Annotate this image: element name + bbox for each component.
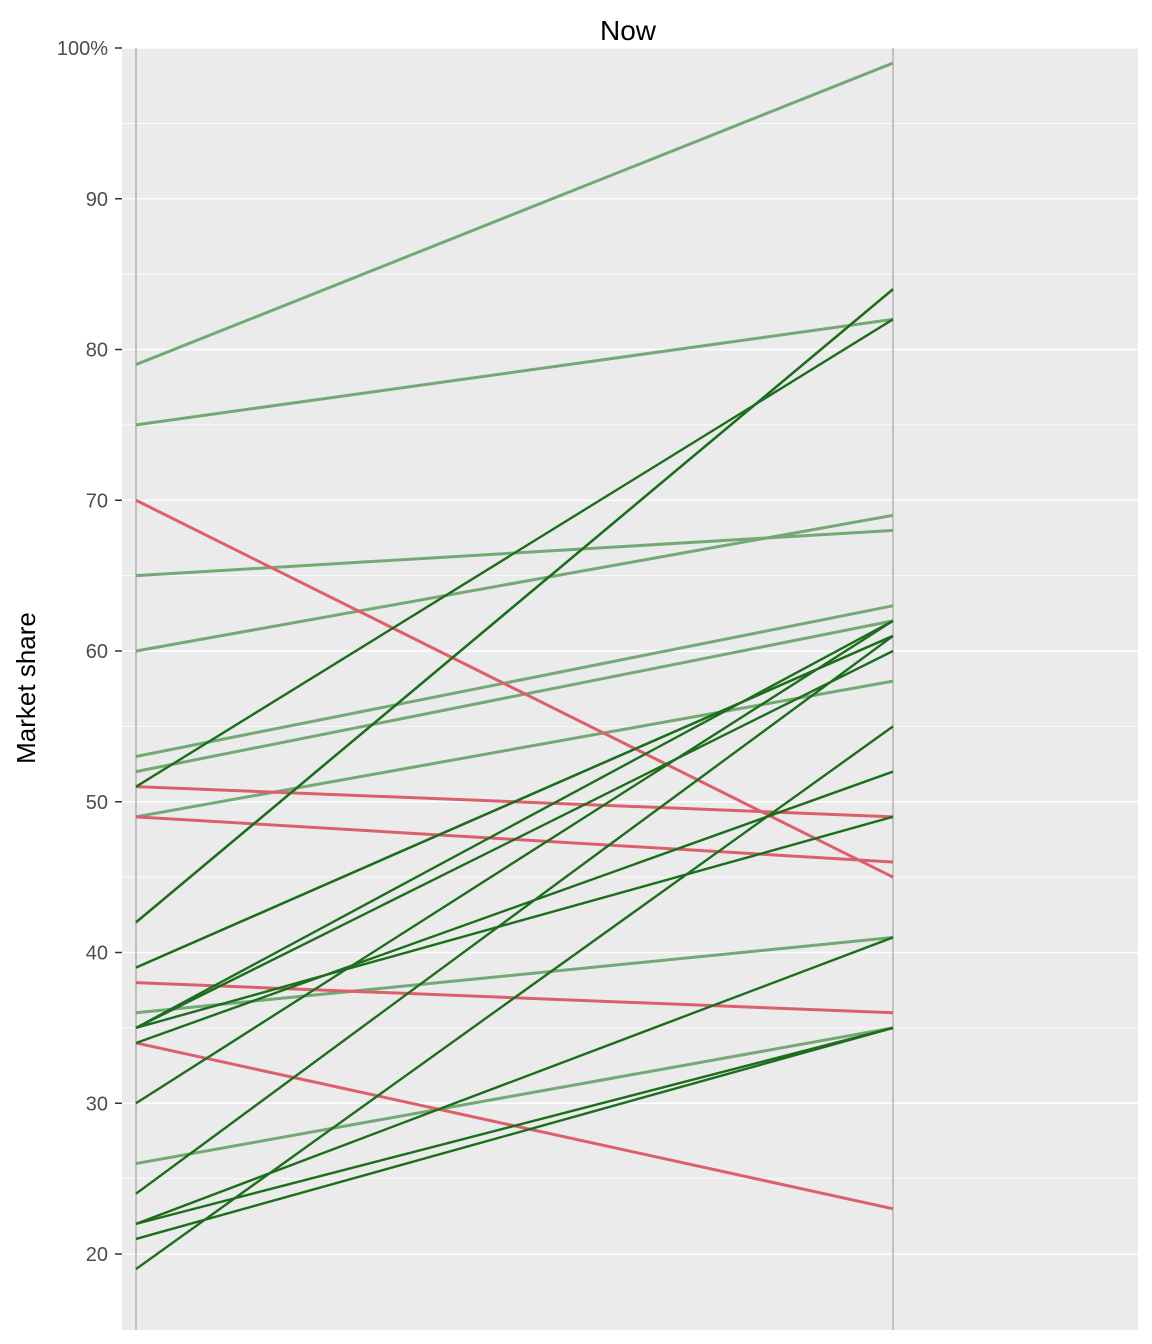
series-line-increase-strong [135,318,894,788]
series-line-increase-mild [135,1026,894,1166]
series-line-increase-mild [135,317,894,427]
y-tick-label: 60 [86,641,108,663]
y-tick-label: 40 [86,943,108,965]
series-line-increase-strong [135,815,894,1030]
series-line-increase-strong [135,649,894,1029]
plot-panel [122,48,1138,1330]
y-axis: 100% 90 80 70 60 50 40 30 20 [57,38,122,1266]
y-tick-label: 90 [86,189,108,211]
series-line-increase-mild [135,61,894,366]
series-line-increase-strong [135,634,894,969]
series-line-increase-strong [135,288,894,924]
y-tick-label: 70 [86,490,108,512]
y-tick-label: 100% [57,38,108,60]
series-line-increase-mild [135,679,894,819]
series-line-increase-strong [135,1026,894,1226]
y-tick-label: 20 [86,1244,108,1266]
series-line-increase-strong [135,936,894,1225]
major-gridlines [122,47,1138,1255]
series-line-increase-mild [135,513,894,653]
column-title-now: Now [600,15,657,46]
series-line-decrease [135,498,894,879]
series-lines [135,61,894,1271]
y-tick-label: 80 [86,340,108,362]
series-line-increase-mild [135,935,894,1015]
series-line-increase-mild [135,619,894,774]
series-line-increase-strong [135,725,894,1271]
y-tick-label: 50 [86,792,108,814]
y-axis-title: Market share [11,612,41,764]
series-line-increase-strong [135,1026,894,1241]
series-line-increase-mild [135,604,894,758]
series-line-increase-strong [135,634,894,1195]
series-line-increase-strong [135,619,894,1029]
series-line-increase-strong [135,619,894,1105]
y-tick-label: 30 [86,1093,108,1115]
